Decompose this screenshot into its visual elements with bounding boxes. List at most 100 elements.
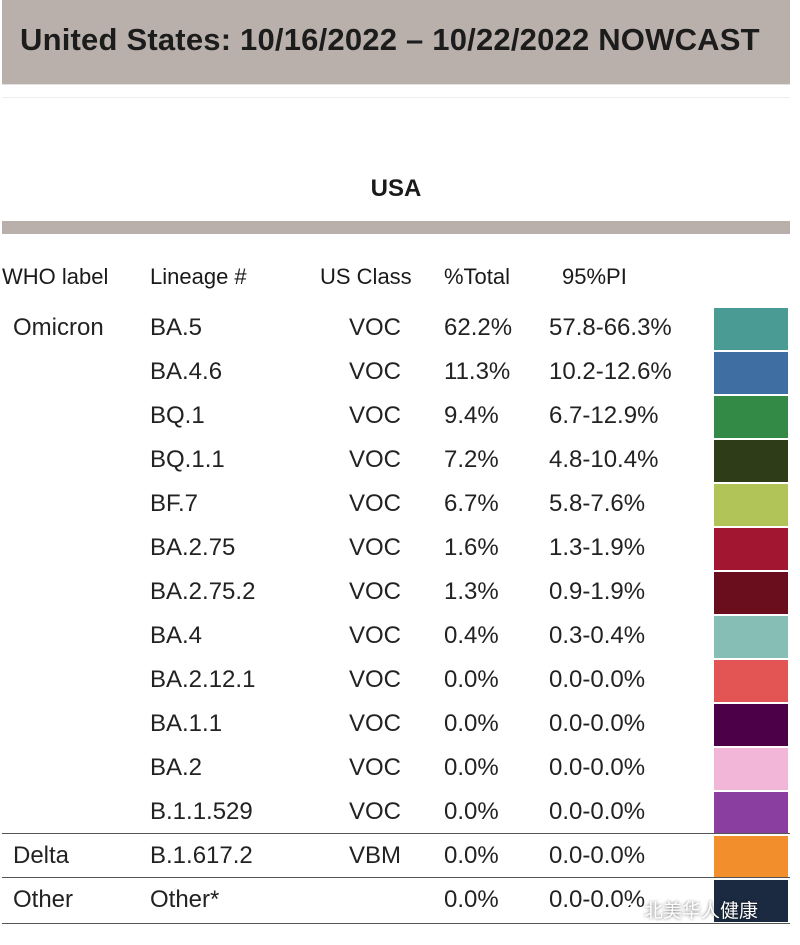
watermark-text: 北美华人健康 (644, 901, 759, 922)
lineage-color-swatch (714, 704, 788, 746)
table-row: BQ.1 VOC 9.4% 6.7-12.9% (0, 394, 800, 438)
lineage-cell: BA.2.75 (150, 534, 236, 561)
prediction-interval-cell: 57.8-66.3% (549, 314, 672, 341)
prediction-interval-cell: 0.9-1.9% (549, 578, 646, 605)
wechat-icon (616, 902, 640, 921)
table-row: B.1.1.529 VOC 0.0% 0.0-0.0% (0, 790, 800, 834)
table-row: Omicron BA.5 VOC 62.2% 57.8-66.3% (0, 306, 800, 350)
table-row: BA.2.75.2 VOC 1.3% 0.9-1.9% (0, 570, 800, 614)
lineage-cell: BF.7 (150, 490, 199, 517)
lineage-cell: BA.1.1 (150, 710, 223, 737)
lineage-color-swatch (714, 308, 788, 350)
prediction-interval-cell: 6.7-12.9% (549, 402, 659, 429)
prediction-interval-cell: 0.0-0.0% (549, 842, 646, 869)
us-class-cell: VOC (349, 578, 402, 605)
total-percent-cell: 11.3% (444, 358, 511, 385)
table-row: BQ.1.1 VOC 7.2% 4.8-10.4% (0, 438, 800, 482)
lineage-cell: BA.4.6 (150, 358, 223, 385)
us-class-cell: VOC (349, 534, 402, 561)
us-class-cell: VOC (349, 446, 402, 473)
report-header: United States: 10/16/2022 – 10/22/2022 N… (2, 0, 790, 85)
us-class-cell: VOC (349, 622, 402, 649)
total-percent-cell: 0.0% (444, 666, 499, 693)
total-percent-cell: 0.0% (444, 886, 499, 913)
lineage-color-swatch (714, 484, 788, 526)
table-row: Other Other* 0.0% 0.0-0.0% (0, 878, 800, 922)
lineage-color-swatch (714, 440, 788, 482)
lineage-color-swatch (714, 792, 788, 834)
lineage-color-swatch (714, 396, 788, 438)
us-class-cell: VOC (349, 402, 402, 429)
table-row: Delta B.1.617.2 VBM 0.0% 0.0-0.0% (0, 834, 800, 878)
table-row: BA.2.75 VOC 1.6% 1.3-1.9% (0, 526, 800, 570)
us-class-cell: VOC (349, 314, 402, 341)
total-percent-cell: 1.6% (444, 534, 499, 561)
total-percent-cell: 0.0% (444, 754, 499, 781)
who-label-cell: Other (13, 886, 74, 913)
table-row: BF.7 VOC 6.7% 5.8-7.6% (0, 482, 800, 526)
us-class-cell: VOC (349, 490, 402, 517)
lineage-cell: Other* (150, 886, 220, 913)
column-header-total: %Total (444, 264, 511, 289)
prediction-interval-cell: 0.0-0.0% (549, 754, 646, 781)
watermark: 北美华人健康 (616, 896, 758, 923)
who-label-cell: Delta (13, 842, 70, 869)
lineage-color-swatch (714, 748, 788, 790)
lineage-cell: BA.2.75.2 (150, 578, 256, 605)
total-percent-cell: 62.2% (444, 314, 513, 341)
us-class-cell: VOC (349, 798, 402, 825)
total-percent-cell: 7.2% (444, 446, 499, 473)
us-class-cell: VOC (349, 754, 402, 781)
region-divider-bar (2, 221, 790, 234)
lineage-cell: BA.2 (150, 754, 203, 781)
lineage-cell: BA.2.12.1 (150, 666, 256, 693)
prediction-interval-cell: 0.3-0.4% (549, 622, 646, 649)
prediction-interval-cell: 5.8-7.6% (549, 490, 646, 517)
lineage-color-swatch (714, 572, 788, 614)
lineage-color-swatch (714, 880, 788, 922)
prediction-interval-cell: 0.0-0.0% (549, 710, 646, 737)
column-header-lineage: Lineage # (150, 264, 247, 289)
lineage-color-swatch (714, 836, 788, 878)
us-class-cell: VOC (349, 666, 402, 693)
table-row: BA.2.12.1 VOC 0.0% 0.0-0.0% (0, 658, 800, 702)
page-title: United States: 10/16/2022 – 10/22/2022 N… (20, 22, 760, 57)
lineage-cell: BQ.1 (150, 402, 205, 429)
us-class-cell: VOC (349, 358, 402, 385)
table-row: BA.2 VOC 0.0% 0.0-0.0% (0, 746, 800, 790)
column-header-who-label: WHO label (2, 264, 109, 289)
prediction-interval-cell: 10.2-12.6% (549, 358, 672, 385)
us-class-cell: VOC (349, 710, 402, 737)
lineage-color-swatch (714, 528, 788, 570)
table-bottom-border (2, 923, 790, 924)
prediction-interval-cell: 0.0-0.0% (549, 798, 646, 825)
lineage-cell: BA.5 (150, 314, 203, 341)
total-percent-cell: 0.0% (444, 798, 499, 825)
lineage-cell: B.1.617.2 (150, 842, 253, 869)
prediction-interval-cell: 4.8-10.4% (549, 446, 659, 473)
region-title: USA (370, 175, 422, 202)
lineage-cell: B.1.1.529 (150, 798, 253, 825)
total-percent-cell: 1.3% (444, 578, 499, 605)
lineage-color-swatch (714, 616, 788, 658)
table-row: BA.4.6 VOC 11.3% 10.2-12.6% (0, 350, 800, 394)
lineage-cell: BQ.1.1 (150, 446, 225, 473)
prediction-interval-cell: 0.0-0.0% (549, 666, 646, 693)
column-header-us-class: US Class (320, 264, 412, 289)
lineage-color-swatch (714, 352, 788, 394)
prediction-interval-cell: 1.3-1.9% (549, 534, 646, 561)
group-separator-line (2, 877, 790, 878)
total-percent-cell: 0.0% (444, 710, 499, 737)
lineage-color-swatch (714, 660, 788, 702)
column-header-pi: 95%PI (562, 264, 627, 289)
total-percent-cell: 0.4% (444, 622, 499, 649)
total-percent-cell: 6.7% (444, 490, 499, 517)
table-row: BA.4 VOC 0.4% 0.3-0.4% (0, 614, 800, 658)
table-row: BA.1.1 VOC 0.0% 0.0-0.0% (0, 702, 800, 746)
total-percent-cell: 9.4% (444, 402, 499, 429)
lineage-cell: BA.4 (150, 622, 203, 649)
who-label-cell: Omicron (13, 314, 104, 341)
group-separator-line (2, 833, 790, 834)
header-divider (2, 85, 790, 98)
us-class-cell: VBM (349, 842, 402, 869)
